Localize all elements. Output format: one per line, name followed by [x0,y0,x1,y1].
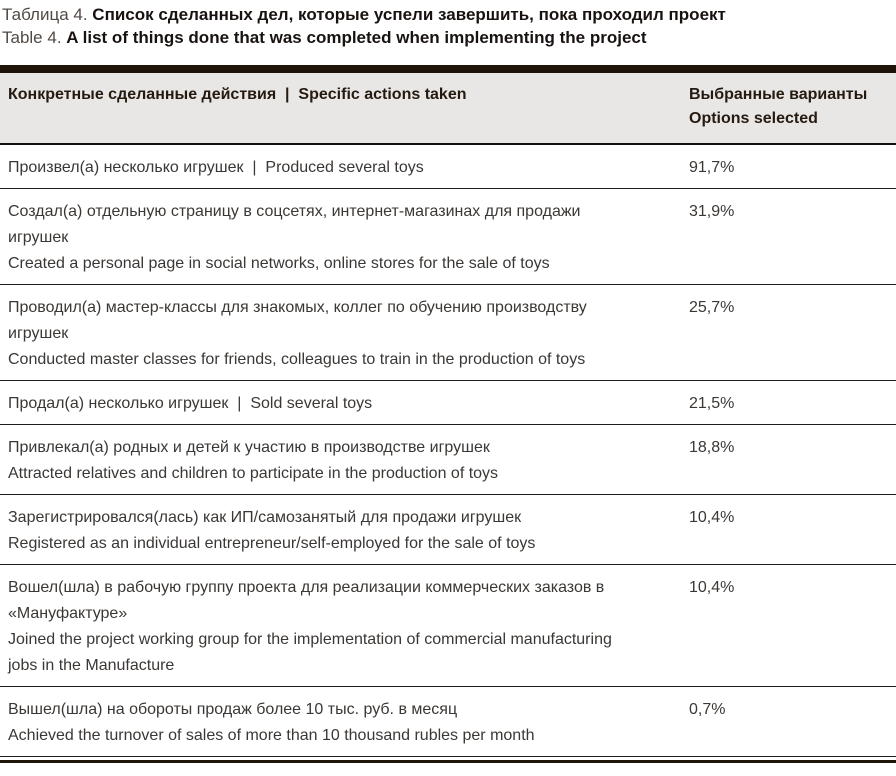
table-bottom-border [0,760,896,763]
table-row: Вышел(шла) на обороты продаж более 10 ты… [0,687,896,757]
row-text-line: Вошел(шла) в рабочую группу проекта для … [8,579,605,596]
table-row: Вошел(шла) в рабочую группу проекта для … [0,565,896,687]
row-text: Создал(а) отдельную страницу в соцсетях,… [0,199,689,277]
row-text-line: Registered as an individual entrepreneur… [8,535,536,552]
header-cell-actions: Конкретные сделанные действия | Specific… [8,86,467,103]
row-text-line: Привлекал(а) родных и детей к участию в … [8,439,490,456]
row-text-line: Произвел(а) несколько игрушек | Produced… [8,159,424,176]
row-text-line: Achieved the turnover of sales of more t… [8,727,535,744]
caption-en: Table 4. A list of things done that was … [2,26,890,49]
row-text-line: Продал(а) несколько игрушек | Sold sever… [8,395,373,412]
row-text-line: игрушек [8,325,69,342]
table-row: Продал(а) несколько игрушек | Sold sever… [0,381,896,425]
data-table: Конкретные сделанные действия | Specific… [0,65,896,763]
caption-en-prefix: Table 4. [2,28,62,47]
row-text: Продал(а) несколько игрушек | Sold sever… [0,391,689,417]
row-value: 91,7% [689,159,735,176]
row-value: 25,7% [689,299,735,316]
row-value: 31,9% [689,203,735,220]
row-text-line: Зарегистрировался(лась) как ИП/самозанят… [8,509,522,526]
row-text-line: игрушек [8,229,69,246]
table-row: Произвел(а) несколько игрушек | Produced… [0,145,896,189]
row-text: Произвел(а) несколько игрушек | Produced… [0,155,689,181]
caption-ru-text: Список сделанных дел, которые успели зав… [92,5,726,24]
header-options-line-ru: Выбранные варианты [689,86,868,103]
row-text-line: Created a personal page in social networ… [8,255,550,272]
caption-en-text: A list of things done that was completed… [66,28,647,47]
row-text: Привлекал(а) родных и детей к участию в … [0,435,689,487]
row-text-line: Attracted relatives and children to part… [8,465,499,482]
table-row: Создал(а) отдельную страницу в соцсетях,… [0,189,896,285]
row-text: Проводил(а) мастер-классы для знакомых, … [0,295,689,373]
row-text-line: jobs in the Manufacture [8,657,175,674]
row-text: Зарегистрировался(лась) как ИП/самозанят… [0,505,689,557]
row-text: Вошел(шла) в рабочую группу проекта для … [0,575,689,679]
table-row: Проводил(а) мастер-классы для знакомых, … [0,285,896,381]
row-text-line: Создал(а) отдельную страницу в соцсетях,… [8,203,581,220]
row-text-line: Conducted master classes for friends, co… [8,351,586,368]
table-top-border [0,65,896,73]
table-header-row: Конкретные сделанные действия | Specific… [0,73,896,145]
row-text-line: «Мануфактуре» [8,605,128,622]
table-row: Зарегистрировался(лась) как ИП/самозанят… [0,495,896,565]
row-text: Вышел(шла) на обороты продаж более 10 ты… [0,697,689,749]
table-row: Привлекал(а) родных и детей к участию в … [0,425,896,495]
row-value: 0,7% [689,701,726,718]
row-text-line: Вышел(шла) на обороты продаж более 10 ты… [8,701,458,718]
table-caption: Таблица 4. Список сделанных дел, которые… [0,0,896,49]
row-value: 18,8% [689,439,735,456]
header-cell-options: Выбранные варианты Options selected [689,83,888,131]
header-options-line-en: Options selected [689,110,818,127]
caption-ru-prefix: Таблица 4. [2,5,88,24]
caption-ru: Таблица 4. Список сделанных дел, которые… [2,3,890,26]
row-text-line: Проводил(а) мастер-классы для знакомых, … [8,299,587,316]
row-value: 21,5% [689,395,735,412]
row-value: 10,4% [689,509,735,526]
row-text-line: Joined the project working group for the… [8,631,612,648]
row-value: 10,4% [689,579,735,596]
